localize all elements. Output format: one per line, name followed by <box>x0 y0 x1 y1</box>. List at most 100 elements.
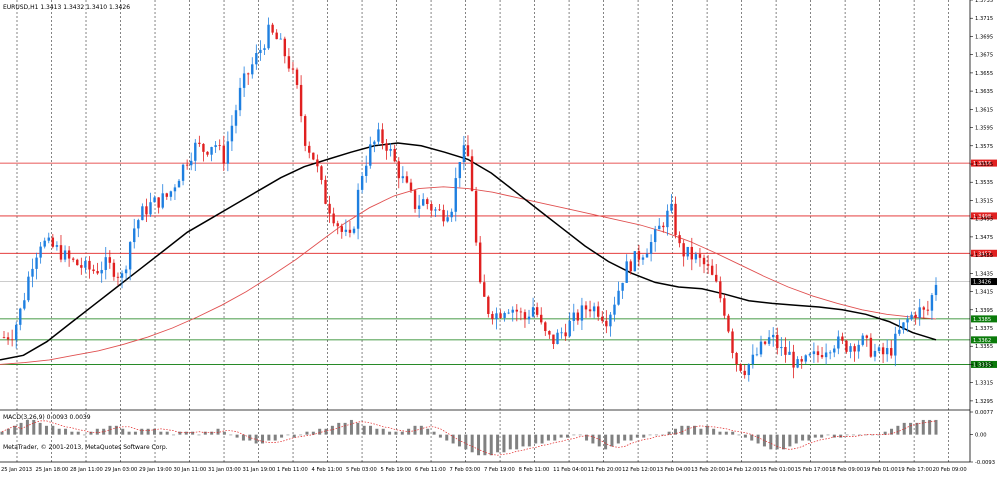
bull-candle <box>902 322 905 330</box>
bear-candle <box>381 129 384 144</box>
bear-candle <box>584 305 588 310</box>
bear-candle <box>246 73 250 75</box>
bear-candle <box>523 312 527 320</box>
y-tick-label: 1.3455 <box>975 253 993 259</box>
x-tick-label: 29 Jan 03:00 <box>105 467 138 473</box>
macd-histogram-bar <box>477 434 481 456</box>
bull-candle <box>649 242 653 254</box>
horizontal-levels: 1.3556 1.3498 1.3457 1.3385 1.3362 1.3335 1.34… <box>0 159 997 368</box>
macd-histogram-bar <box>686 425 690 435</box>
bear-candle <box>727 315 730 332</box>
bear-candle <box>601 316 604 321</box>
macd-histogram-bar <box>565 434 569 438</box>
macd-histogram-bar <box>585 434 589 441</box>
bull-candle <box>837 336 840 349</box>
macd-histogram-bar <box>794 434 798 444</box>
macd-histogram-bar <box>470 434 474 453</box>
macd-histogram-bar <box>654 434 658 436</box>
macd-panel <box>0 419 938 456</box>
bear-candle <box>564 332 567 337</box>
x-tick-label: 25 Jan 18:00 <box>36 467 69 473</box>
fast-moving-average-line <box>0 142 937 361</box>
support-level-label: 1.3362 <box>973 338 991 344</box>
x-tick-label: 5 Feb 19:00 <box>381 467 412 473</box>
bull-candle <box>401 176 405 179</box>
macd-histogram-bar <box>381 428 385 435</box>
bull-candle <box>389 148 392 151</box>
y-tick-label: 1.3535 <box>975 180 993 186</box>
macd-histogram-bar <box>591 434 595 444</box>
bull-candle <box>930 295 934 311</box>
bear-candle <box>865 335 869 338</box>
bear-candle <box>71 258 75 260</box>
macd-histogram-bar <box>76 431 80 435</box>
bull-candle <box>153 197 156 203</box>
moving-averages <box>0 142 937 365</box>
macd-histogram-bar <box>70 431 74 435</box>
bull-candle <box>894 333 897 356</box>
macd-histogram-bar <box>661 434 665 436</box>
bull-candle <box>259 49 262 54</box>
bull-candle <box>796 359 799 368</box>
bull-candle <box>120 273 124 278</box>
bear-candle <box>540 314 543 323</box>
bull-candle <box>104 257 107 270</box>
x-tick-label: 29 Jan 19:00 <box>139 467 172 473</box>
y-tick-label: 1.3735 <box>975 0 993 4</box>
bull-candle <box>214 145 217 148</box>
bull-candle <box>124 269 128 274</box>
bear-candle <box>800 359 803 362</box>
bull-candle <box>645 253 649 258</box>
bull-candle <box>173 187 177 192</box>
macd-histogram-bar <box>902 422 906 435</box>
x-tick-label: 5 Feb 03:00 <box>346 467 377 473</box>
support-level-badge <box>971 336 997 344</box>
macd-histogram-bar <box>743 434 747 438</box>
current-price-badge <box>971 278 997 286</box>
macd-histogram-bar <box>546 434 550 441</box>
macd-histogram-bar <box>426 428 430 435</box>
bull-candle <box>873 350 877 357</box>
bull-candle <box>824 352 828 358</box>
macd-histogram-bar <box>235 434 239 438</box>
bear-candle <box>605 320 608 327</box>
bull-candle <box>495 313 498 320</box>
macd-histogram-bar <box>642 434 646 438</box>
macd-histogram-bar <box>813 434 817 438</box>
bear-candle <box>145 206 148 215</box>
macd-histogram-bar <box>146 428 150 435</box>
bull-candle <box>694 254 698 260</box>
bear-candle <box>112 262 116 277</box>
macd-histogram-bar <box>845 434 849 436</box>
bear-candle <box>682 243 685 257</box>
macd-histogram-bar <box>318 428 322 435</box>
macd-histogram-bar <box>299 434 303 436</box>
macd-histogram-bar <box>623 434 627 441</box>
bull-candle <box>421 199 425 206</box>
y-tick-label: 1.3335 <box>975 362 993 368</box>
macd-histogram-bar <box>152 428 156 435</box>
bull-candle <box>531 307 535 317</box>
bull-candle <box>560 332 563 334</box>
bear-candle <box>430 203 433 211</box>
bull-candle <box>641 257 645 260</box>
bull-candle <box>43 240 46 247</box>
bull-candle <box>621 282 624 291</box>
bull-candle <box>788 351 791 355</box>
bull-candle <box>653 229 657 243</box>
bear-candle <box>784 346 787 355</box>
x-tick-label: 30 Jan 11:00 <box>174 467 207 473</box>
bear-candle <box>409 182 413 191</box>
bear-candle <box>478 242 482 283</box>
bull-candle <box>238 87 242 111</box>
y-tick-label: 1.3555 <box>975 162 993 168</box>
y-tick-label: 1.3355 <box>975 344 993 350</box>
macd-histogram-bar <box>248 434 252 441</box>
macd-histogram-bar <box>718 431 722 435</box>
y-tick-label: 1.3515 <box>975 198 993 204</box>
macd-histogram-bar <box>693 425 697 435</box>
bull-candle <box>210 147 213 155</box>
macd-histogram-bar <box>839 434 843 438</box>
